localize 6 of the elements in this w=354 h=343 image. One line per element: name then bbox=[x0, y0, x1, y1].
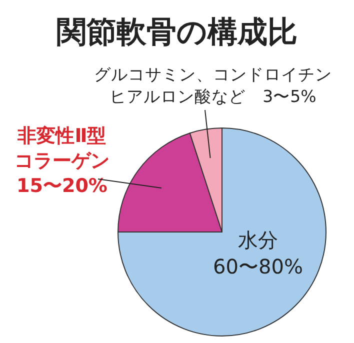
chart-title: 関節軟骨の構成比 bbox=[56, 15, 298, 50]
slice-label: 水分 bbox=[238, 228, 278, 252]
slice-label: 非変性Ⅱ型コラーゲン bbox=[14, 125, 110, 172]
text: 60〜80% bbox=[213, 254, 303, 278]
text: 15〜20% bbox=[16, 175, 108, 198]
category-label: グルコサミン、コンドロイチンヒアルロン酸など 3〜5% bbox=[94, 65, 332, 106]
